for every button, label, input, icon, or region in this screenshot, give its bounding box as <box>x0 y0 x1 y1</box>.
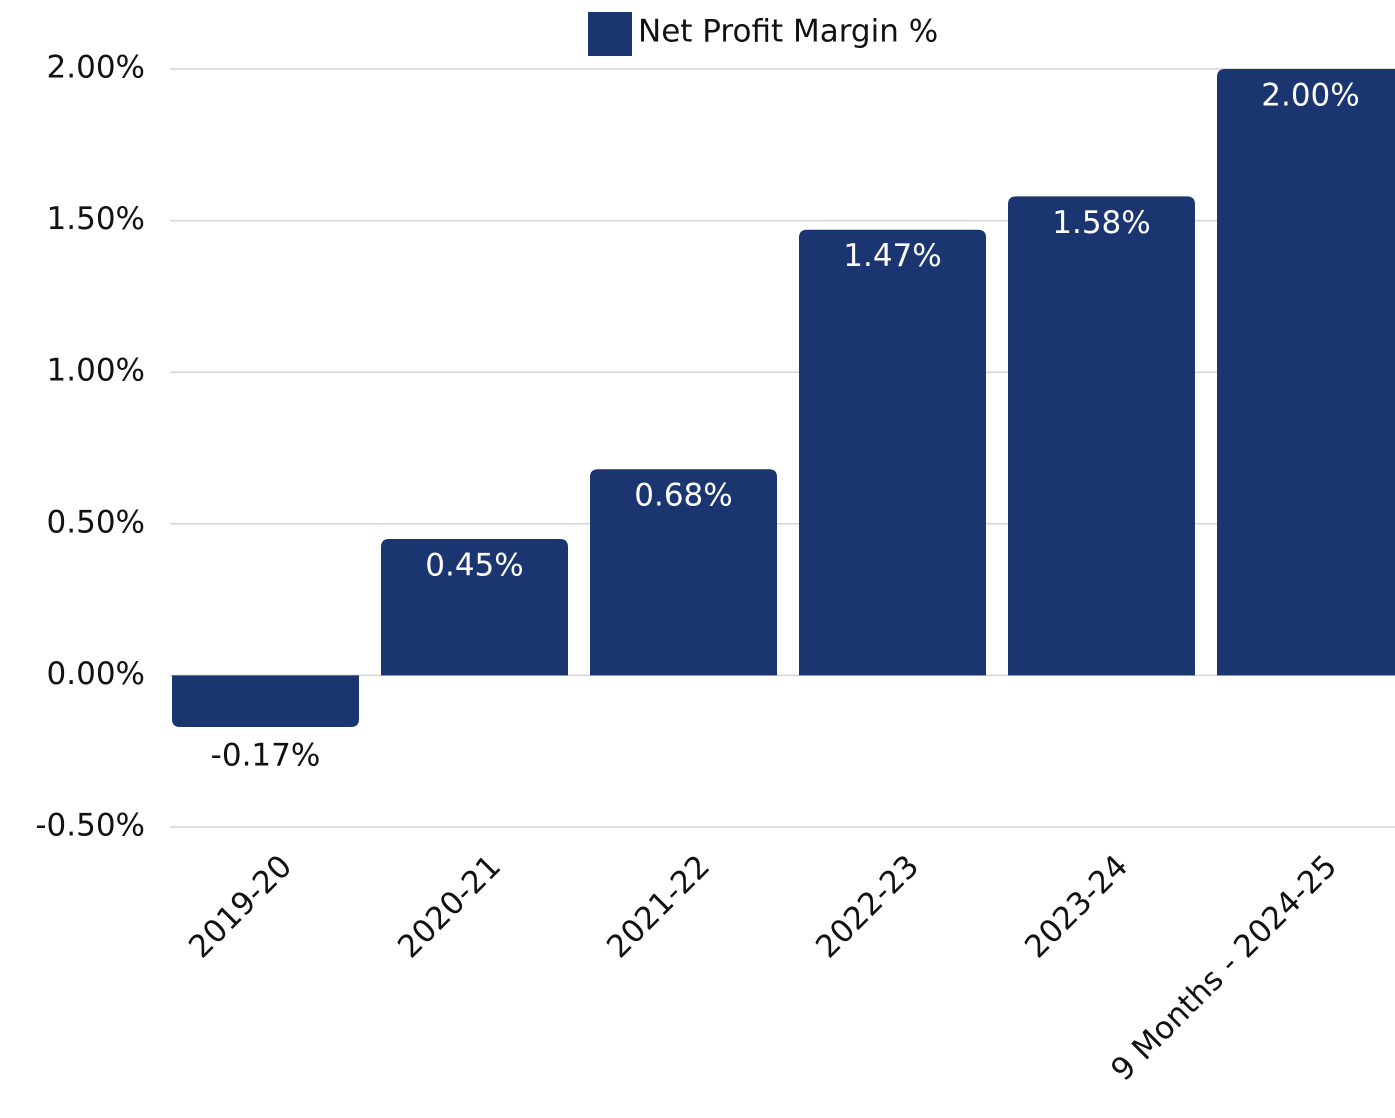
x-tick-label: 2020-21 <box>391 848 508 965</box>
bar <box>1008 196 1195 676</box>
y-tick-label: 0.50% <box>47 504 145 540</box>
legend-swatch <box>588 12 632 56</box>
value-label: -0.17% <box>211 737 321 773</box>
legend-label: Net Profit Margin % <box>638 14 938 50</box>
value-label: 1.47% <box>843 238 941 274</box>
bar <box>590 469 777 676</box>
value-label: 0.68% <box>634 478 732 514</box>
y-tick-label: 2.00% <box>47 50 145 86</box>
y-tick-label: 0.00% <box>47 656 145 692</box>
x-tick-label: 2021-22 <box>600 848 717 965</box>
y-tick-label: -0.50% <box>35 808 145 844</box>
value-label: 2.00% <box>1261 78 1359 114</box>
value-label: 1.58% <box>1052 205 1150 241</box>
x-tick-label: 9 Months - 2024-25 <box>1104 848 1344 1088</box>
bar <box>381 538 568 676</box>
bar <box>799 229 986 676</box>
x-tick-label: 2019-20 <box>182 848 299 965</box>
y-tick-label: 1.50% <box>47 201 145 237</box>
y-tick-label: 1.00% <box>47 353 145 389</box>
value-label: 0.45% <box>425 547 523 583</box>
x-tick-label: 2023-24 <box>1018 848 1135 965</box>
bar <box>1217 69 1395 676</box>
bar <box>172 675 359 727</box>
x-tick-label: 2022-23 <box>809 848 926 965</box>
